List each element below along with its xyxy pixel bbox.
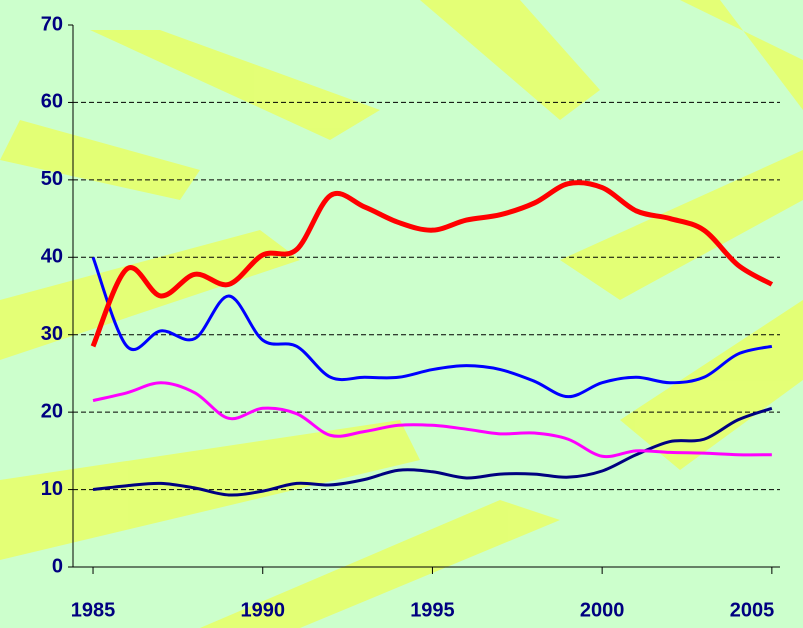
x-tick-label: 1985 [71,599,116,621]
y-tick-label: 20 [41,400,63,422]
x-tick-label: 1990 [240,599,285,621]
x-tick-label: 1995 [410,599,455,621]
series-line [90,180,774,348]
x-tick-label: 2000 [580,599,625,621]
y-tick-label: 30 [41,323,63,345]
y-tick-label: 40 [41,246,63,268]
y-tick-label: 10 [41,478,63,500]
series-line [92,406,773,497]
x-tick-label: 2005 [730,599,775,621]
y-tick-label: 50 [41,168,63,190]
y-tick-label: 0 [52,555,63,577]
y-tick-label: 60 [41,91,63,113]
series-line [91,256,773,399]
plot-area: 0 10 20 30 40 50 60 70 1985 1990 1995 2000 2005 [41,13,780,621]
series-line [92,381,772,459]
y-tick-label: 70 [41,13,63,35]
